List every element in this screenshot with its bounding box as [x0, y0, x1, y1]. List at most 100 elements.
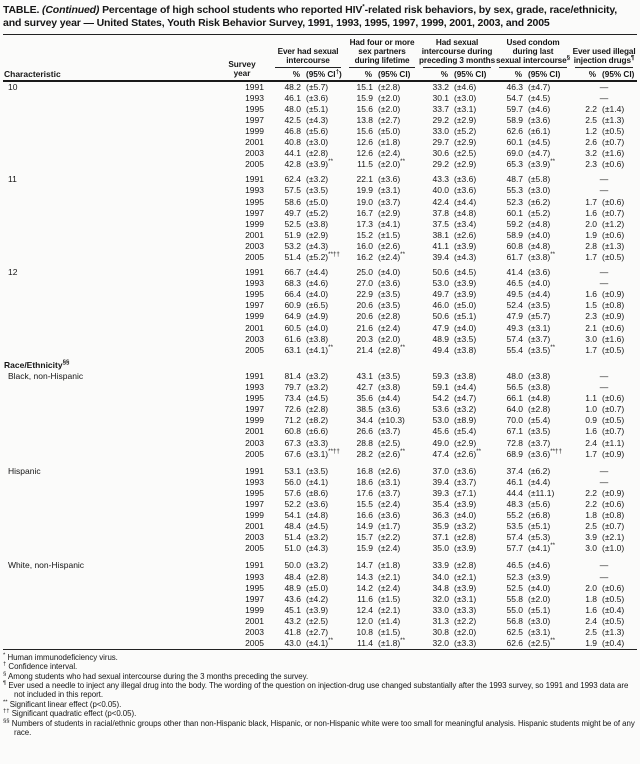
characteristic-cell: [3, 311, 219, 322]
percent-cell: 68.3: [284, 278, 301, 289]
percent-cell: 60.1: [506, 207, 524, 218]
ci-cell: (±2.0): [378, 92, 401, 103]
percent-cell: 43.0: [284, 638, 301, 649]
ci-cell: (±3.3): [454, 604, 477, 615]
ci-cell: (±2.6): [454, 229, 477, 240]
ci-cell: (±2.9): [454, 137, 477, 148]
section-label: Race/Ethnicity§§: [4, 359, 70, 370]
percent-cell: 54.2: [432, 393, 450, 404]
characteristic-cell: [3, 477, 219, 488]
percent-cell: 29.7: [432, 137, 450, 148]
percent-cell: 69.0: [506, 148, 524, 159]
ci-cell: (±0.7): [602, 521, 625, 532]
percent-cell: 55.3: [506, 185, 524, 196]
percent-column-header: %: [292, 69, 300, 79]
ci-cell: (±2.6)**: [454, 447, 482, 459]
percent-cell: 20.6: [356, 311, 374, 322]
ci-cell: (±0.5): [602, 344, 625, 355]
ci-cell: (±2.4): [378, 582, 401, 593]
percent-cell: 46.5: [506, 278, 524, 289]
year-cell: 1999: [245, 125, 264, 136]
percent-cell: 15.5: [356, 498, 374, 509]
ci-cell: (±4.3): [454, 252, 477, 263]
ci-cell: (±3.3): [306, 437, 329, 448]
ci-cell: (±6.8): [528, 510, 551, 521]
footnote: ** Significant linear effect (p<0.05).: [3, 699, 122, 709]
percent-cell: 33.2: [432, 81, 450, 92]
column-group-header-3: Used condom during last sexual intercour…: [495, 35, 571, 68]
ci-cell: (±2.8): [306, 571, 329, 582]
characteristic-cell: [3, 230, 219, 241]
percent-cell: 22.9: [356, 289, 374, 300]
characteristic-cell: [3, 126, 219, 137]
percent-cell: 64.9: [284, 311, 301, 322]
characteristic-cell: White, non-Hispanic: [8, 560, 85, 571]
table-row: 12 1991 66.7 (±4.4) 25.0 (±4.0) 50.6 (±4.5) 41.4…: [3, 263, 637, 278]
percent-cell: 46.1: [506, 476, 524, 487]
no-data-dash: —: [599, 185, 609, 196]
percent-cell: 72.6: [284, 404, 301, 415]
characteristic-cell: [3, 104, 219, 115]
percent-cell: 62.6: [506, 125, 524, 136]
table-row: 2005 51.0 (±4.3) 15.9 (±2.4) 35.0 (±3.9) 57.7 (±…: [3, 543, 637, 554]
percent-cell: 49.7: [432, 289, 450, 300]
percent-cell: 12.0: [356, 615, 374, 626]
footnote: §§ Numbers of students in racial/ethnic …: [3, 717, 635, 737]
year-cell: 1993: [245, 92, 264, 103]
table-row: White, non-Hispanic 1991 50.0 (±3.2) 14.7 (±1…: [3, 554, 637, 571]
characteristic-cell: [3, 638, 219, 650]
percent-cell: 40.8: [284, 137, 301, 148]
percent-cell: 1.6: [585, 426, 598, 437]
ci-cell: (±1.1): [602, 437, 625, 448]
percent-cell: 28.2: [356, 448, 374, 459]
ci-cell: (±0.8): [602, 510, 625, 521]
characteristic-cell: [3, 521, 219, 532]
percent-cell: 2.2: [585, 103, 598, 114]
ci-cell: (±5.2): [528, 207, 551, 218]
percent-cell: 44.4: [506, 487, 524, 498]
ci-cell: (±4.8): [306, 510, 329, 521]
document-page: TABLE. (Continued) Percentage of high sc…: [3, 3, 638, 737]
ci-cell: (±4.3): [306, 240, 329, 251]
percent-cell: 39.4: [432, 476, 450, 487]
footnote: § Among students who had sexual intercou…: [3, 670, 309, 681]
ci-cell: (±3.6): [528, 114, 551, 125]
column-group-label: Had four or more sex partners during lif…: [349, 38, 415, 66]
percent-cell: 50.6: [432, 311, 450, 322]
ci-cell: (±4.0): [528, 278, 551, 289]
ci-cell: (±3.9)**: [306, 158, 333, 170]
percent-column-header: %: [364, 69, 373, 79]
ci-cell: (±5.2)**††: [306, 251, 340, 263]
percent-cell: 1.7: [585, 196, 598, 207]
year-cell: 1991: [245, 560, 264, 571]
year-cell: 1995: [245, 103, 264, 114]
percent-cell: 54.7: [506, 92, 524, 103]
percent-cell: 2.0: [585, 218, 598, 229]
percent-cell: 56.0: [284, 476, 301, 487]
ci-cell: (±1.3): [602, 114, 625, 125]
percent-cell: 15.2: [356, 229, 374, 240]
ci-cell: (±3.9): [454, 582, 477, 593]
ci-cell: (±3.9): [454, 240, 477, 251]
ci-cell: (±4.7): [528, 148, 551, 159]
percent-cell: 33.7: [432, 103, 450, 114]
percent-cell: 37.5: [432, 218, 450, 229]
percent-cell: 57.6: [284, 487, 301, 498]
characteristic-cell: [3, 252, 219, 263]
footnote-marker: **: [3, 699, 8, 706]
table-title-body: Percentage of high school students who r…: [3, 3, 618, 29]
ci-cell: (±3.8)**: [528, 251, 556, 263]
year-cell: 1995: [245, 289, 264, 300]
column-group-label: Had sexual intercourse during preceding …: [419, 38, 496, 66]
percent-cell: 1.6: [585, 604, 598, 615]
characteristic-cell: [3, 594, 219, 605]
year-cell: 2001: [245, 426, 264, 437]
characteristic-cell: [3, 278, 219, 289]
ci-cell: (±0.9): [602, 311, 625, 322]
ci-cell: (±4.1)**: [306, 637, 333, 649]
year-cell: 1995: [245, 582, 264, 593]
ci-cell: (±4.0): [528, 582, 551, 593]
percent-cell: 51.9: [284, 229, 301, 240]
ci-cell: (±4.5): [528, 92, 551, 103]
year-cell: 1991: [245, 465, 264, 476]
